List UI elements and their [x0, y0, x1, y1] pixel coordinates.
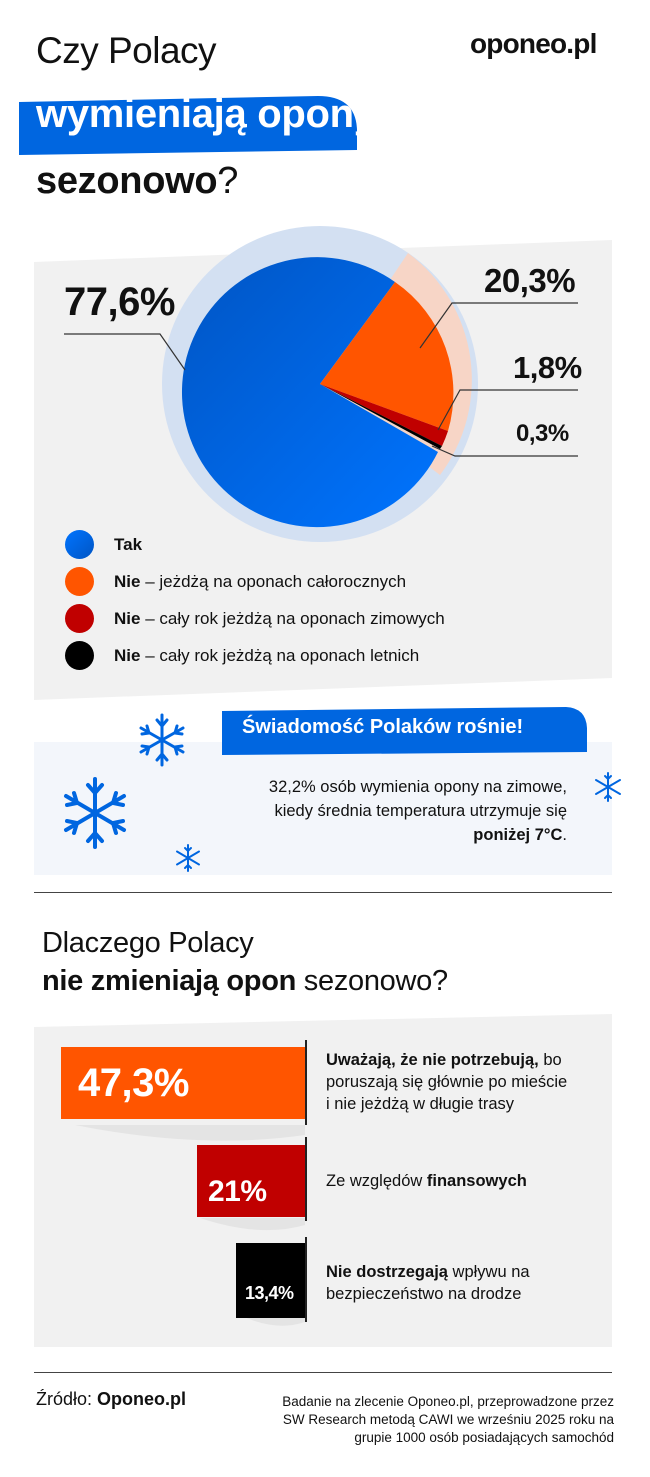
bar-label-2: 21%	[208, 1175, 267, 1208]
note-line-1: Badanie na zlecenie Oponeo.pl, przeprowa…	[282, 1394, 614, 1409]
legend-item-tak: Tak	[65, 526, 445, 563]
bar-desc-bold: finansowych	[426, 1172, 527, 1190]
bar-desc-3-line2: bezpieczeństwo na drodze	[326, 1285, 522, 1303]
bar-reason-2	[197, 1145, 305, 1217]
legend-dot-blue-icon	[65, 530, 94, 559]
bar-reason-1	[61, 1047, 305, 1119]
awareness-title: Świadomość Polaków rośnie!	[242, 716, 524, 738]
bar-reason-3	[236, 1243, 305, 1318]
awareness-line-2: kiedy średnia temperatura utrzymuje się	[274, 802, 567, 820]
awareness-line-1: 32,2% osób wymienia opony na zimowe,	[268, 778, 567, 796]
legend-text: – cały rok jeżdżą na oponach letnich	[140, 645, 420, 665]
title-line-3-rest: ?	[217, 160, 239, 202]
awareness-line-3: poniżej 7°C.	[269, 823, 567, 847]
legend-text: – cały rok jeżdżą na oponach zimowych	[140, 608, 445, 628]
source-name: Oponeo.pl	[97, 1389, 187, 1409]
title-line-3: sezonowo?	[36, 160, 238, 203]
legend-text: – jeżdżą na oponach całorocznych	[140, 571, 407, 591]
legend-item-letnie: Nie – cały rok jeżdżą na oponach letnich	[65, 637, 445, 674]
legend-bold: Tak	[114, 534, 143, 554]
pie-chart	[162, 226, 478, 542]
awareness-panel	[34, 742, 612, 875]
title-line-2: wymieniają opony	[36, 92, 376, 136]
pie-slice-tak	[181, 257, 438, 528]
legend-dot-red-icon	[65, 604, 94, 633]
bar-label-3: 13,4%	[245, 1283, 294, 1303]
bar-desc-1-line2: poruszają się głównie po mieście	[326, 1073, 568, 1091]
bar-axis-2	[305, 1137, 307, 1221]
snowflake-icon-large	[64, 777, 126, 849]
pie-slice-zimowe	[320, 384, 448, 446]
bar-desc-bold: Uważają, że nie potrzebują,	[326, 1051, 539, 1069]
snowflake-icon-small-right	[595, 772, 621, 802]
legend-bold: Nie	[114, 571, 141, 591]
bar-desc-rest: bo	[538, 1051, 562, 1069]
pie-legend: Tak Nie – jeżdżą na oponach całorocznych…	[65, 526, 445, 674]
title-line-1: Czy Polacy	[36, 30, 217, 71]
legend-bold: Nie	[114, 608, 141, 628]
oponeo-logo[interactable]: oponeo.pl	[470, 28, 597, 59]
leader-lines	[64, 302, 578, 457]
note-line-3: grupie 1000 osób posiadających samochód	[354, 1430, 614, 1445]
snowflake-icon-small	[176, 844, 200, 872]
footer-divider	[34, 1372, 612, 1373]
legend-dot-black-icon	[65, 641, 94, 670]
bar-desc-rest: wpływu na	[447, 1263, 530, 1281]
awareness-bold: poniżej 7°C	[473, 826, 563, 844]
bar-desc-3-line1: Nie dostrzegają wpływu na	[326, 1261, 530, 1283]
bar-axis-1	[305, 1040, 307, 1125]
awareness-period: .	[562, 826, 567, 844]
source-label: Źródło:	[36, 1389, 98, 1409]
awareness-text: 32,2% osób wymienia opony na zimowe, kie…	[269, 775, 567, 847]
section-divider	[34, 892, 612, 893]
section2-title-rest: sezonowo?	[296, 965, 448, 997]
legend-item-caloroczne: Nie – jeżdżą na oponach całorocznych	[65, 563, 445, 600]
pie-label-caloroczne: 20,3%	[484, 262, 576, 299]
bar-axis-3	[305, 1237, 307, 1322]
legend-dot-orange-icon	[65, 567, 94, 596]
bar-desc-1-line1: Uważają, że nie potrzebują, bo	[326, 1049, 567, 1071]
pie-label-letnie: 0,3%	[516, 420, 569, 447]
pie-slice-letnie	[320, 384, 442, 449]
snowflake-icon-medium	[139, 713, 185, 767]
bar-desc-2: Ze względów finansowych	[326, 1170, 527, 1192]
note-line-2: SW Research metodą CAWI we wrześniu 2025…	[282, 1412, 614, 1427]
section2-title-line-1: Dlaczego Polacy	[42, 927, 254, 959]
bar-desc-3: Nie dostrzegają wpływu na bezpieczeństwo…	[326, 1261, 530, 1305]
title-line-3-bold: sezonowo	[36, 160, 218, 202]
pie-label-zimowe: 1,8%	[513, 350, 582, 385]
legend-bold: Nie	[114, 645, 141, 665]
pie-slice-caloroczne	[320, 282, 454, 431]
awareness-title-band	[222, 707, 587, 755]
pie-label-tak: 77,6%	[64, 280, 175, 324]
title-highlight-band	[19, 96, 357, 155]
bar-desc-1: Uważają, że nie potrzebują, bo poruszają…	[326, 1049, 567, 1115]
bar-label-1: 47,3%	[78, 1061, 189, 1105]
source: Źródło: Oponeo.pl	[36, 1389, 186, 1410]
methodology-note: Badanie na zlecenie Oponeo.pl, przeprowa…	[282, 1393, 614, 1447]
bar-desc-1-line3: i nie jeżdżą w długie trasy	[326, 1095, 515, 1113]
section2-title-line-2: nie zmieniają opon sezonowo?	[42, 965, 448, 998]
section2-title-bold: nie zmieniają opon	[42, 965, 297, 997]
legend-item-zimowe: Nie – cały rok jeżdżą na oponach zimowyc…	[65, 600, 445, 637]
bar-desc-pre: Ze względów	[326, 1172, 427, 1190]
bar-desc-bold: Nie dostrzegają	[326, 1263, 448, 1281]
